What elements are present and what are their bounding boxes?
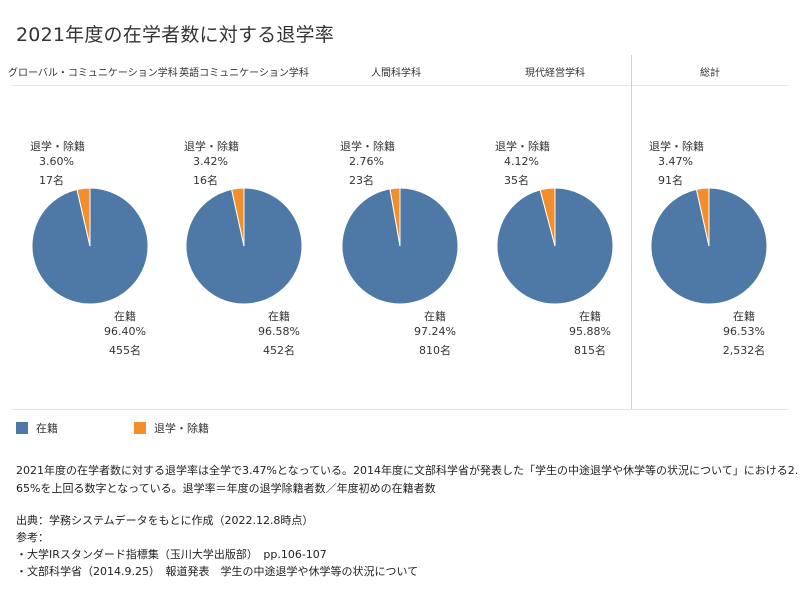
pie-slice-withdrawn[interactable]	[76, 187, 91, 247]
withdrawn-count-label: 16名	[193, 173, 218, 187]
legend-swatch-withdrawn	[134, 422, 146, 434]
legend-swatch-enrolled	[16, 422, 28, 434]
withdrawn-category-label: 退学・除籍	[340, 139, 395, 153]
withdrawn-count-label: 35名	[504, 173, 529, 187]
header-business-management: 現代経営学科	[525, 68, 585, 79]
description-line-2: 65%を上回る数字となっている。退学率＝年度の退学除籍者数／年度初めの在籍者数	[16, 482, 436, 495]
legend-item-withdrawn: 退学・除籍	[134, 420, 209, 436]
legend-label-enrolled: 在籍	[36, 422, 58, 435]
header-human-science: 人間科学科	[371, 68, 421, 79]
withdrawn-count-label: 91名	[658, 173, 683, 187]
enrolled-percent-label: 96.53%	[723, 325, 765, 338]
reference-heading: 参考：	[16, 531, 49, 544]
withdrawn-count-label: 23名	[349, 173, 374, 187]
withdrawn-percent-label: 3.60%	[39, 155, 74, 168]
withdrawn-percent-label: 3.47%	[658, 155, 693, 168]
enrolled-percent-label: 95.88%	[569, 325, 611, 338]
withdrawn-count-label: 17名	[39, 173, 64, 187]
withdrawn-category-label: 退学・除籍	[495, 139, 550, 153]
pie-slice-withdrawn[interactable]	[539, 187, 556, 247]
pie-slice-withdrawn[interactable]	[389, 187, 401, 247]
enrolled-category-label: 在籍	[733, 309, 755, 323]
enrolled-percent-label: 96.40%	[104, 325, 146, 338]
enrolled-category-label: 在籍	[114, 309, 136, 323]
header-total: 総計	[700, 68, 720, 79]
legend-label-withdrawn: 退学・除籍	[154, 422, 209, 435]
withdrawn-percent-label: 3.42%	[193, 155, 228, 168]
enrolled-count-label: 455名	[109, 343, 141, 357]
enrolled-count-label: 452名	[263, 343, 295, 357]
enrolled-count-label: 2,532名	[723, 343, 766, 357]
pie-slice-withdrawn[interactable]	[695, 187, 710, 247]
enrolled-percent-label: 97.24%	[414, 325, 456, 338]
chart-bottom-divider	[12, 409, 788, 410]
withdrawn-category-label: 退学・除籍	[30, 139, 85, 153]
legend-item-enrolled: 在籍	[16, 420, 58, 436]
header-global-communication: グローバル・コミュニケーション学科	[8, 68, 178, 79]
total-column-separator	[631, 55, 632, 410]
enrolled-category-label: 在籍	[424, 309, 446, 323]
enrolled-count-label: 810名	[419, 343, 451, 357]
enrolled-category-label: 在籍	[579, 309, 601, 323]
withdrawn-category-label: 退学・除籍	[184, 139, 239, 153]
source-note: 出典：学務システムデータをもとに作成（2022.12.8時点）	[16, 514, 314, 527]
header-english-communication: 英語コミュニケーション学科	[179, 68, 309, 79]
reference-item-2: ・文部科学省（2014.9.25） 報道発表 学生の中途退学や休学等の状況につい…	[16, 565, 419, 578]
header-divider	[12, 85, 788, 86]
description-line-1: 2021年度の在学者数に対する退学率は全学で3.47%となっている。2014年度…	[16, 464, 799, 477]
enrolled-category-label: 在籍	[268, 309, 290, 323]
enrolled-count-label: 815名	[574, 343, 606, 357]
page-title: 2021年度の在学者数に対する退学率	[16, 24, 334, 46]
withdrawn-percent-label: 4.12%	[504, 155, 539, 168]
enrolled-percent-label: 96.58%	[258, 325, 300, 338]
withdrawn-category-label: 退学・除籍	[649, 139, 704, 153]
reference-item-1: ・大学IRスタンダード指標集（玉川大学出版部） pp.106-107	[16, 548, 327, 561]
withdrawn-percent-label: 2.76%	[349, 155, 384, 168]
pie-slice-withdrawn[interactable]	[231, 187, 245, 247]
